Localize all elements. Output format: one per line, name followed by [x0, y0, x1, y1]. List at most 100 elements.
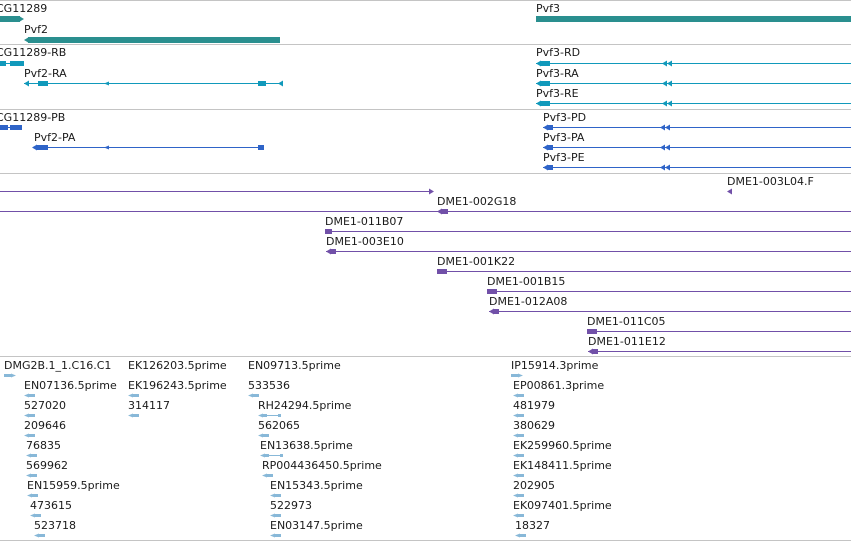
est-glyph[interactable]: [258, 433, 263, 438]
est-glyph[interactable]: [513, 513, 518, 518]
protein-pvf3-pa[interactable]: [547, 145, 553, 150]
protein-pvf2-pa[interactable]: [36, 145, 48, 150]
protein-pvf3-pe[interactable]: [665, 164, 670, 171]
transcript-pvf3-re[interactable]: [667, 100, 672, 107]
est-glyph[interactable]: [263, 434, 269, 437]
est-glyph[interactable]: [31, 454, 37, 457]
est-glyph[interactable]: [275, 534, 281, 537]
transcript-pvf3-rd[interactable]: [667, 60, 672, 67]
est-glyph[interactable]: [34, 533, 39, 538]
est-glyph[interactable]: [513, 493, 518, 498]
est-glyph[interactable]: [253, 394, 259, 397]
est-glyph[interactable]: [26, 473, 31, 478]
est-glyph[interactable]: [31, 474, 37, 477]
gene-bar-cg11289[interactable]: [19, 16, 24, 22]
est-glyph[interactable]: [260, 453, 265, 458]
transcript-pvf3-rd[interactable]: [536, 60, 541, 67]
est-glyph[interactable]: [518, 394, 524, 397]
clone-dme1-002g18[interactable]: [437, 208, 442, 215]
est-glyph[interactable]: [32, 494, 38, 497]
protein-pvf3-pd[interactable]: [547, 125, 553, 130]
est-glyph[interactable]: [518, 454, 524, 457]
transcript-pvf3-rd[interactable]: [662, 60, 667, 67]
est-glyph[interactable]: [24, 413, 29, 418]
est-glyph[interactable]: [511, 374, 519, 377]
est-glyph[interactable]: [263, 414, 267, 417]
clone-dme1-002g18[interactable]: [441, 209, 448, 214]
protein-pvf3-pa[interactable]: [665, 144, 670, 151]
est-glyph[interactable]: [29, 434, 35, 437]
transcript-pvf3-re[interactable]: [540, 101, 550, 106]
clone-dme1-003e10[interactable]: [326, 248, 331, 255]
transcript-pvf2-ra[interactable]: [104, 81, 109, 86]
est-glyph[interactable]: [513, 393, 518, 398]
transcript-pvf3-re[interactable]: [536, 100, 541, 107]
gene-bar-pvf3[interactable]: [536, 16, 851, 22]
est-glyph[interactable]: [518, 434, 524, 437]
clone-bar[interactable]: [429, 188, 434, 195]
transcript-pvf3-re[interactable]: [662, 100, 667, 107]
transcript-pvf3-ra[interactable]: [536, 80, 541, 87]
est-glyph[interactable]: [513, 433, 518, 438]
transcript-pvf2-ra[interactable]: [258, 81, 266, 86]
est-glyph[interactable]: [520, 534, 526, 537]
clone-dme1-011b07[interactable]: [325, 229, 332, 234]
clone-dme1-001k22[interactable]: [437, 269, 447, 274]
est-glyph[interactable]: [30, 513, 35, 518]
transcript-pvf2-ra[interactable]: [38, 81, 48, 86]
est-glyph[interactable]: [35, 514, 41, 517]
est-glyph[interactable]: [513, 473, 518, 478]
est-glyph[interactable]: [275, 514, 281, 517]
protein-pvf3-pe[interactable]: [543, 164, 548, 171]
est-glyph[interactable]: [270, 533, 275, 538]
protein-pvf2-pa[interactable]: [258, 145, 264, 150]
est-glyph[interactable]: [270, 493, 275, 498]
est-glyph[interactable]: [26, 453, 31, 458]
est-glyph[interactable]: [513, 453, 518, 458]
est-glyph[interactable]: [518, 494, 524, 497]
est-glyph[interactable]: [248, 393, 253, 398]
est-glyph[interactable]: [39, 534, 45, 537]
est-glyph[interactable]: [27, 493, 32, 498]
est-glyph[interactable]: [265, 454, 269, 457]
est-glyph[interactable]: [133, 414, 139, 417]
est-glyph[interactable]: [24, 393, 29, 398]
clone-dme1-012a08[interactable]: [489, 308, 494, 315]
transcript-pvf3-rd[interactable]: [540, 61, 550, 66]
clone-dme1-011e12[interactable]: [588, 348, 593, 355]
est-glyph[interactable]: [518, 514, 524, 517]
est-glyph[interactable]: [128, 413, 133, 418]
est-glyph[interactable]: [275, 494, 281, 497]
gene-bar-pvf2[interactable]: [28, 37, 280, 43]
transcript-cg11289-rb[interactable]: [0, 61, 6, 66]
transcript-pvf3-ra[interactable]: [667, 80, 672, 87]
clone-dme1-001b15[interactable]: [487, 289, 497, 294]
est-glyph[interactable]: [515, 533, 520, 538]
protein-pvf3-pa[interactable]: [660, 144, 665, 151]
gene-bar-pvf2[interactable]: [24, 37, 29, 43]
transcript-pvf3-ra[interactable]: [662, 80, 667, 87]
est-glyph[interactable]: [262, 473, 267, 478]
est-glyph[interactable]: [518, 474, 524, 477]
clone-dme1-003e10[interactable]: [330, 249, 336, 254]
clone-dme1-011c05[interactable]: [587, 329, 597, 334]
protein-pvf2-pa[interactable]: [32, 144, 37, 151]
est-glyph[interactable]: [258, 413, 263, 418]
est-glyph[interactable]: [29, 394, 35, 397]
est-glyph[interactable]: [270, 513, 275, 518]
est-glyph[interactable]: [278, 414, 281, 417]
transcript-pvf2-ra[interactable]: [278, 80, 283, 87]
gene-bar-cg11289[interactable]: [0, 16, 20, 22]
est-glyph[interactable]: [11, 373, 16, 378]
clone-dme1-012a08[interactable]: [493, 309, 499, 314]
protein-cg11289-pb[interactable]: [10, 125, 22, 130]
protein-pvf3-pe[interactable]: [660, 164, 665, 171]
protein-pvf3-pe[interactable]: [547, 165, 553, 170]
transcript-cg11289-rb[interactable]: [10, 61, 24, 66]
est-glyph[interactable]: [513, 413, 518, 418]
est-glyph[interactable]: [133, 394, 139, 397]
est-glyph[interactable]: [280, 454, 283, 457]
est-glyph[interactable]: [4, 374, 12, 377]
protein-pvf2-pa[interactable]: [104, 145, 109, 150]
est-glyph[interactable]: [518, 414, 524, 417]
